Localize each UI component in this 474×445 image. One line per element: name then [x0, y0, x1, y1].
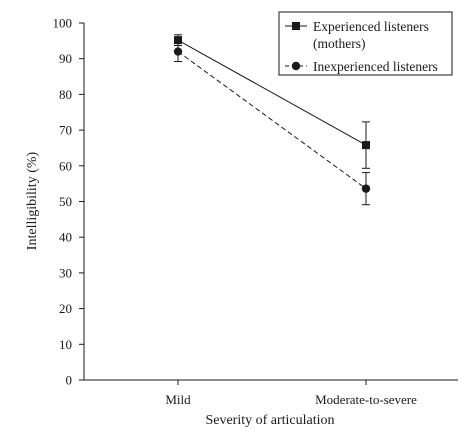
y-tick-label: 70 [59, 123, 72, 138]
y-tick-label: 30 [59, 265, 72, 280]
y-tick-label: 60 [59, 158, 72, 173]
legend-box [278, 11, 453, 76]
marker-square [174, 36, 182, 45]
y-tick-label: 90 [59, 51, 72, 66]
marker-circle [361, 184, 371, 193]
x-tick-label: Moderate-to-severe [315, 392, 417, 407]
legend-label: (mothers) [313, 36, 365, 51]
y-axis-title: Intelligibility (%) [25, 151, 40, 250]
y-tick-label: 0 [66, 373, 73, 388]
marker-square [292, 22, 300, 30]
x-axis-title: Severity of articulation [205, 413, 334, 428]
y-tick-label: 100 [53, 16, 73, 31]
marker-square [362, 141, 370, 150]
y-tick-label: 40 [59, 230, 72, 245]
chart-axes: 0 10 20 30 40 50 60 70 80 90 100 Mild Moderate-to-se… [53, 16, 458, 407]
y-tick-label: 10 [59, 337, 72, 352]
legend: Experienced listeners (mothers) Inexperien… [278, 11, 453, 76]
marker-circle [291, 61, 301, 71]
series-line-1 [177, 39, 367, 146]
x-tick-label: Mild [165, 392, 191, 407]
legend-label: Experienced listeners [313, 19, 429, 34]
chart-marks [173, 34, 371, 206]
legend-label: Inexperienced listeners [313, 59, 438, 74]
y-tick-label: 20 [59, 301, 72, 316]
y-tick-label: 50 [59, 194, 72, 209]
series-line-2 [177, 51, 367, 190]
marker-circle [173, 47, 183, 56]
y-tick-label: 80 [59, 87, 72, 102]
